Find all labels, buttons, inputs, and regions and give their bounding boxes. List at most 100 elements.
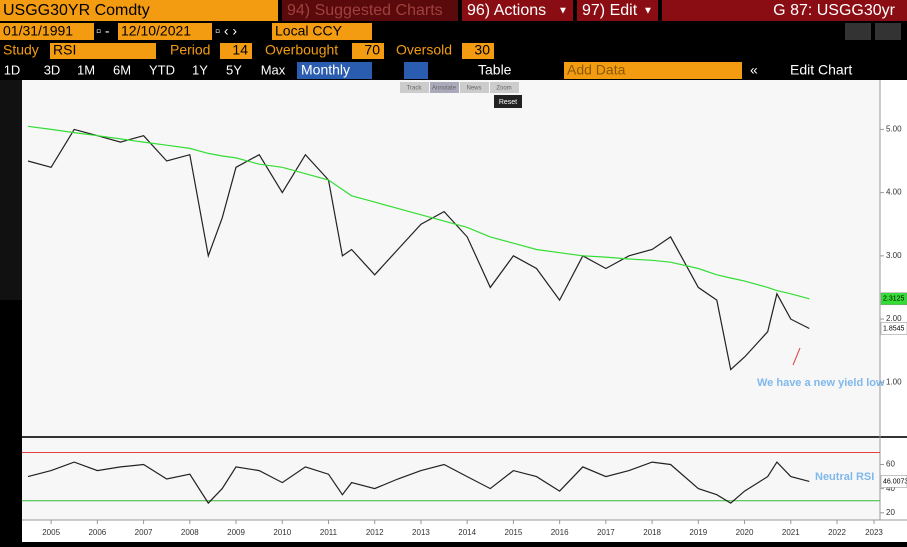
ticker: USGG30YR Comdty xyxy=(3,2,150,19)
x-tick-label: 2020 xyxy=(736,528,754,537)
currency-field[interactable] xyxy=(272,23,372,40)
overbought: 70 xyxy=(364,42,380,58)
x-tick-label: 2019 xyxy=(689,528,707,537)
range-button[interactable]: 1D xyxy=(4,62,21,77)
period-field[interactable] xyxy=(220,43,252,59)
chart-tools: Track Annotate News Zoom xyxy=(400,82,519,93)
actions-button[interactable] xyxy=(462,0,573,21)
last-value: 2.3125 xyxy=(883,296,905,303)
add-data: Add Data xyxy=(567,62,626,78)
end-date[interactable] xyxy=(118,23,212,40)
series-line xyxy=(27,125,810,300)
range-button[interactable]: 6M xyxy=(113,62,131,77)
actions: 96) Actions xyxy=(467,2,546,19)
range-button[interactable]: 5Y xyxy=(226,62,242,77)
collapse[interactable]: « xyxy=(750,62,758,78)
series-line xyxy=(27,461,810,505)
table[interactable]: Table xyxy=(478,62,512,78)
overbought-label: Overbought xyxy=(265,42,338,58)
y-tick-label: 4.00 xyxy=(886,188,902,197)
tool-label: News xyxy=(466,86,481,92)
reset-button[interactable] xyxy=(494,95,522,108)
add-data-field[interactable] xyxy=(564,62,742,79)
y-tick-label: 3.00 xyxy=(886,251,902,260)
oversold-field[interactable] xyxy=(462,43,494,59)
x-tick-label: 2008 xyxy=(181,528,199,537)
annotation: We have a new yield low xyxy=(757,377,885,389)
x-tick-label: 2018 xyxy=(643,528,661,537)
suggested: 94) Suggested Charts xyxy=(287,2,443,19)
last-value: 46.0073 xyxy=(883,478,907,485)
last-value-tag xyxy=(880,475,907,488)
reset: Reset xyxy=(499,99,517,106)
last-value-tag xyxy=(880,292,907,306)
y-tick-label: 40 xyxy=(886,484,895,493)
edit-button[interactable] xyxy=(577,0,658,21)
range-button[interactable]: 3D xyxy=(44,62,61,77)
range-button[interactable]: 1Y xyxy=(192,62,208,77)
page-box xyxy=(662,0,907,21)
annotation: Neutral RSI xyxy=(815,471,874,483)
nav[interactable]: ▫ ‹ › xyxy=(215,23,237,39)
price-panel xyxy=(22,80,880,436)
frequency: Monthly xyxy=(301,62,350,78)
y-tick-label: 1.00 xyxy=(886,377,902,386)
dash: ▫ - xyxy=(96,23,110,39)
range-button[interactable]: YTD xyxy=(149,62,175,77)
x-tick-label: 2017 xyxy=(597,528,615,537)
x-tick-label: 2011 xyxy=(320,528,338,537)
x-tick-label: 2016 xyxy=(551,528,569,537)
x-tick-label: 2012 xyxy=(366,528,384,537)
suggested-button[interactable] xyxy=(282,0,458,21)
rsi-panel xyxy=(22,438,880,520)
oversold: 30 xyxy=(474,42,490,58)
range-button[interactable]: Max xyxy=(261,62,286,77)
redo[interactable] xyxy=(875,23,901,40)
tool-button[interactable] xyxy=(490,82,519,93)
x-tick-label: 2022 xyxy=(828,528,846,537)
x-tick-label: 2010 xyxy=(273,528,291,537)
x-tick-label: 2007 xyxy=(135,528,153,537)
x-tick-label: 2006 xyxy=(88,528,106,537)
currency: Local CCY xyxy=(275,23,343,39)
tool-label: Track xyxy=(407,86,423,92)
x-tick-label: 2009 xyxy=(227,528,245,537)
period: 14 xyxy=(232,42,248,58)
arrow xyxy=(792,347,801,366)
x-tick-label: 2021 xyxy=(782,528,800,537)
tool-button[interactable] xyxy=(400,82,429,93)
y-tick-label: 2.00 xyxy=(886,314,902,323)
x-tick-label: 2005 xyxy=(42,528,60,537)
overbought-field[interactable] xyxy=(352,43,384,59)
start-date[interactable] xyxy=(0,23,94,40)
edit-chart[interactable]: Edit Chart xyxy=(790,62,852,78)
tool-button[interactable] xyxy=(430,82,459,93)
last-value: 1.8545 xyxy=(883,325,905,332)
frequency-button[interactable] xyxy=(297,62,372,79)
end-date-text: 12/10/2021 xyxy=(121,23,191,39)
period-label: Period xyxy=(170,42,210,58)
range-button[interactable]: 1M xyxy=(77,62,95,77)
x-tick-label: 2015 xyxy=(505,528,523,537)
y-tick-label: 60 xyxy=(886,460,895,469)
x-tick-label: 2013 xyxy=(412,528,430,537)
x-tick-label: 2014 xyxy=(458,528,476,537)
tool-label: Annotate xyxy=(432,86,457,92)
series-line xyxy=(27,128,810,371)
bar-type[interactable] xyxy=(404,62,428,79)
undo[interactable] xyxy=(845,23,871,40)
study-field[interactable] xyxy=(50,43,156,59)
study-label: Study xyxy=(3,42,39,58)
study: RSI xyxy=(53,42,76,58)
x-tick-label: 2023 xyxy=(865,528,883,537)
page-code: G 87: USGG30yr xyxy=(773,2,895,19)
range-buttons: 1D 3D 1M 6M YTD 1Y 5Y Max xyxy=(4,62,286,77)
edit: 97) Edit xyxy=(582,2,638,19)
last-value-tag xyxy=(880,322,907,335)
start-date-text: 01/31/1991 xyxy=(3,23,73,39)
caret: ▼ xyxy=(558,6,568,17)
ticker-field[interactable] xyxy=(0,0,278,21)
tool-button[interactable] xyxy=(460,82,489,93)
left-toolbar[interactable] xyxy=(0,80,22,300)
